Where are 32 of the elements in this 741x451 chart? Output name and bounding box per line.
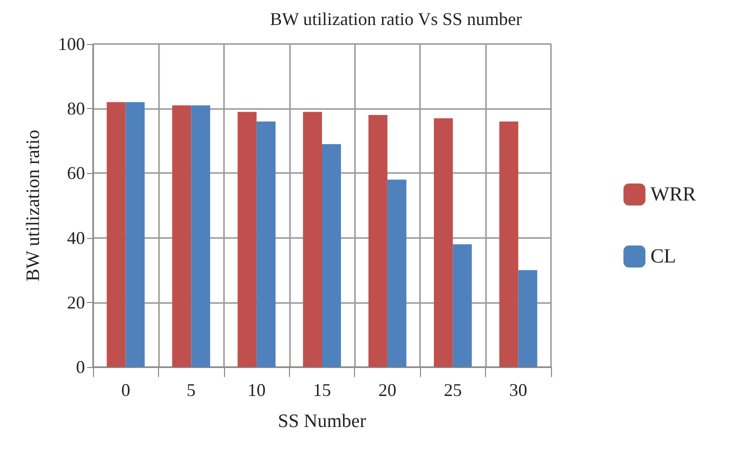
bar [172,105,192,367]
x-tick-label: 25 [444,380,462,400]
y-tick-label: 20 [67,292,85,312]
x-tick-label: 15 [313,380,331,400]
y-tick-label: 40 [67,228,85,248]
bar [191,105,210,367]
y-tick-label: 100 [58,34,85,54]
x-tick-label: 20 [378,380,396,400]
bar [126,102,145,367]
bar [434,118,453,367]
x-axis-title: SS Number [278,411,367,432]
x-tick-label: 0 [121,380,130,400]
legend-label: WRR [650,184,697,206]
bar [452,244,472,367]
legend-label: CL [650,246,676,268]
y-tick-label: 80 [67,98,85,119]
x-tick-label: 10 [248,380,266,400]
chart-title: BW utilization ratio Vs SS number [270,9,522,29]
bar [238,112,257,367]
bar [106,102,126,367]
x-tick-label: 5 [186,380,196,400]
bar [256,122,276,367]
x-tick-label: 30 [509,380,528,400]
bar [518,270,538,367]
bar [368,115,388,367]
y-tick-label: 0 [76,357,85,377]
bar [387,180,406,367]
y-tick-label: 60 [67,163,85,184]
bar [303,112,322,367]
bar [499,122,518,367]
bar [322,144,341,367]
y-axis-title: BW utilization ratio [23,130,44,282]
